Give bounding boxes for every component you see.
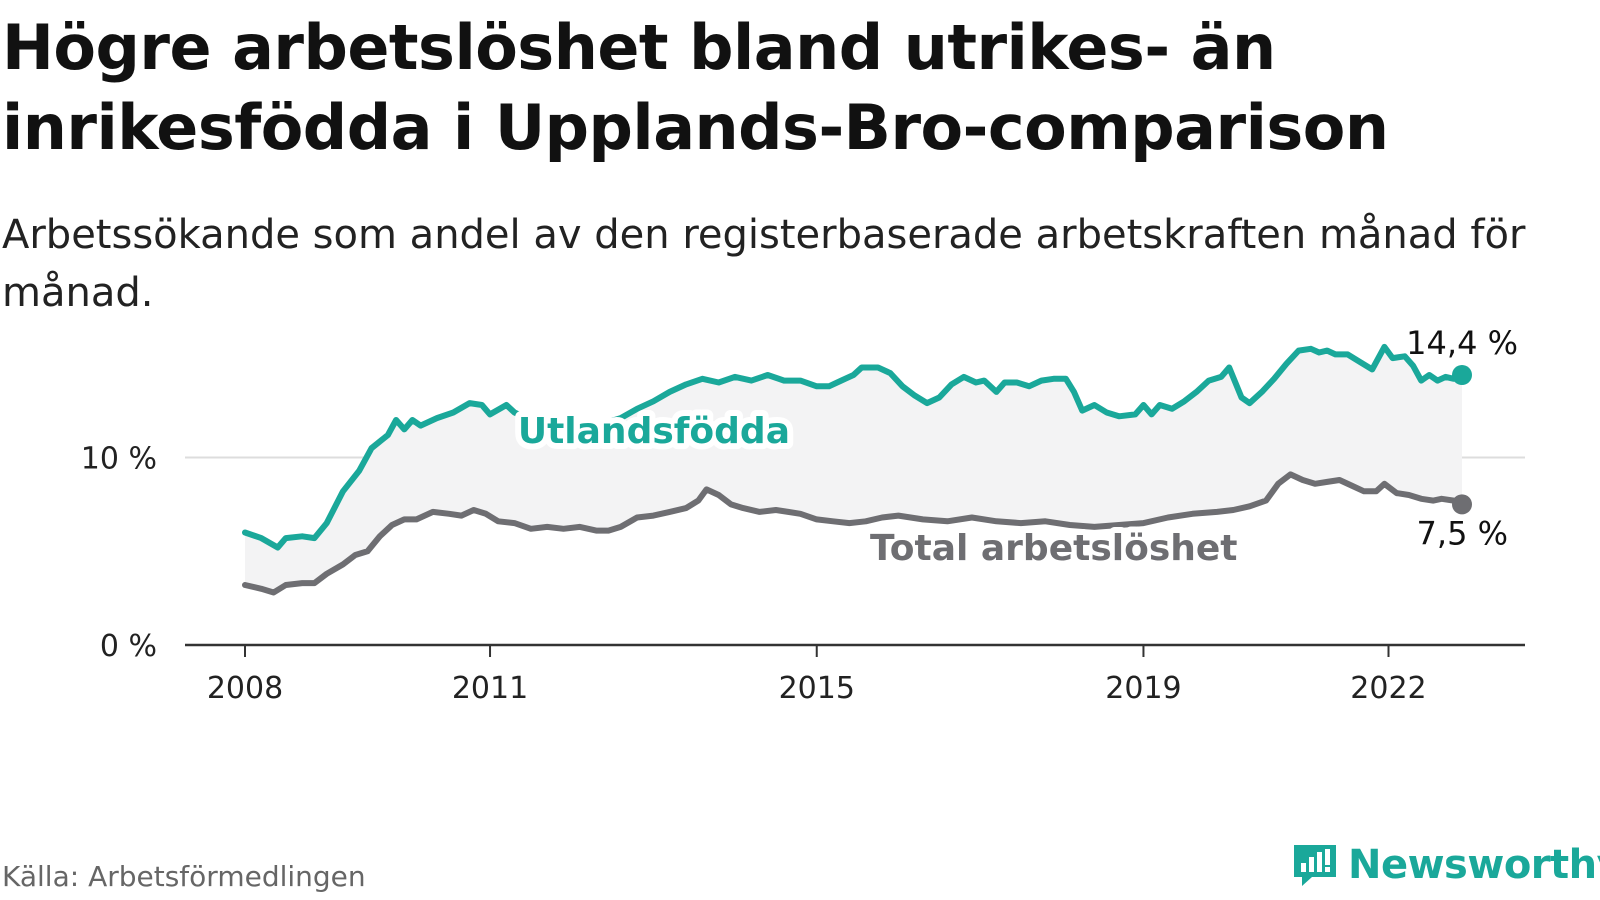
series-layer	[242, 343, 1472, 596]
y-tick-label: 0 %	[100, 629, 157, 664]
x-tick-label: 2011	[452, 671, 528, 706]
series-label-total-halo: Total arbetslöshet	[870, 528, 1238, 569]
x-tick-label: 2015	[779, 671, 855, 706]
end-value-foreign: 14,4 %	[1406, 324, 1518, 362]
series-label-foreign: Utlandsfödda	[518, 411, 790, 452]
series-line-foreign	[242, 343, 1465, 551]
brand-name: Newsworthy	[1348, 842, 1600, 888]
source-note: Källa: Arbetsförmedlingen	[2, 860, 366, 893]
chart-subtitle: Arbetssökande som andel av den registerb…	[2, 212, 1526, 316]
end-value-total: 7,5 %	[1417, 514, 1508, 552]
series-label-foreign-halo: Utlandsfödda	[518, 411, 790, 452]
difference-band	[245, 346, 1462, 593]
series-line-total	[242, 471, 1465, 596]
x-tick-label: 2019	[1105, 671, 1181, 706]
newsworthy-logo-icon	[1294, 845, 1336, 886]
brand-logo[interactable]: Newsworthy	[1292, 842, 1600, 888]
y-tick-label: 10 %	[81, 442, 157, 477]
axis-layer: 0 % 10 % 2008 2011 2015 2019 2022	[81, 442, 1525, 706]
chart-title: Högre arbetslöshet bland utrikes- än inr…	[2, 11, 1389, 164]
series-end-marker	[1452, 365, 1472, 385]
series-label-total: Total arbetslöshet	[870, 528, 1238, 569]
x-tick-label: 2022	[1350, 671, 1426, 706]
x-tick-label: 2008	[207, 671, 283, 706]
series-end-marker	[1452, 494, 1472, 515]
